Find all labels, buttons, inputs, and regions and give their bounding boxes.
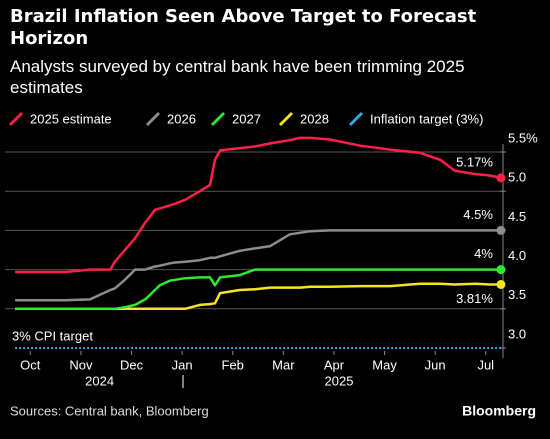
series-line [15,229,501,302]
end-label: 4% [474,246,493,261]
y-tick-label: 4.0 [508,248,526,263]
x-tick-label: Mar [272,357,295,372]
y-tick-label: 4.5 [508,209,526,224]
end-dot [496,225,506,235]
y-tick-label: 3.5 [508,287,526,302]
year-label: 2024 [85,373,114,388]
end-dot [496,173,506,183]
series-line [15,282,501,311]
chart-subtitle: Analysts surveyed by central bank have b… [10,57,465,97]
legend-label: 2025 estimate [30,111,112,126]
target-label: 3% CPI target [12,328,93,343]
brand: Bloomberg [462,403,536,419]
x-tick-label: Jun [425,357,446,372]
x-tick-label: Jul [477,357,494,372]
x-tick-label: Feb [222,357,244,372]
series-line [15,136,502,274]
legend-label: 2026 [167,111,196,126]
chart-title: Brazil Inflation Seen Above Target to Fo… [10,6,477,49]
end-label: 4.5% [463,207,493,222]
end-label: 3.81% [456,291,493,306]
legend-label: 2027 [232,111,261,126]
y-tick-label: 5.5% [508,130,538,145]
year-label: 2025 [325,373,354,388]
x-tick-label: Dec [120,357,144,372]
source: Sources: Central bank, Bloomberg [10,403,209,418]
legend-label: 2028 [300,111,329,126]
x-tick-label: Oct [20,357,41,372]
y-tick-label: 3.0 [508,326,526,341]
end-label: 5.17% [456,154,493,169]
legend-swatch [278,111,294,127]
x-tick-label: Jan [172,357,193,372]
legend-swatch [348,111,364,127]
legend-swatch [8,111,24,127]
end-dot [496,265,506,275]
legend-label: Inflation target (3%) [370,111,483,126]
series-line [15,268,501,311]
legend-swatch [210,111,226,127]
legend-swatch [145,111,161,127]
x-tick-label: Apr [324,357,345,372]
y-tick-label: 5.0 [508,170,526,185]
x-tick-label: May [372,357,397,372]
x-tick-label: Nov [69,357,93,372]
end-dot [496,279,506,289]
